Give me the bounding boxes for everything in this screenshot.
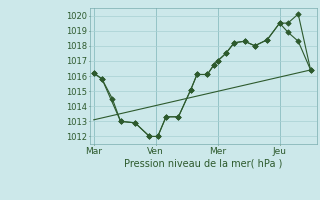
X-axis label: Pression niveau de la mer( hPa ): Pression niveau de la mer( hPa ) xyxy=(124,159,282,169)
